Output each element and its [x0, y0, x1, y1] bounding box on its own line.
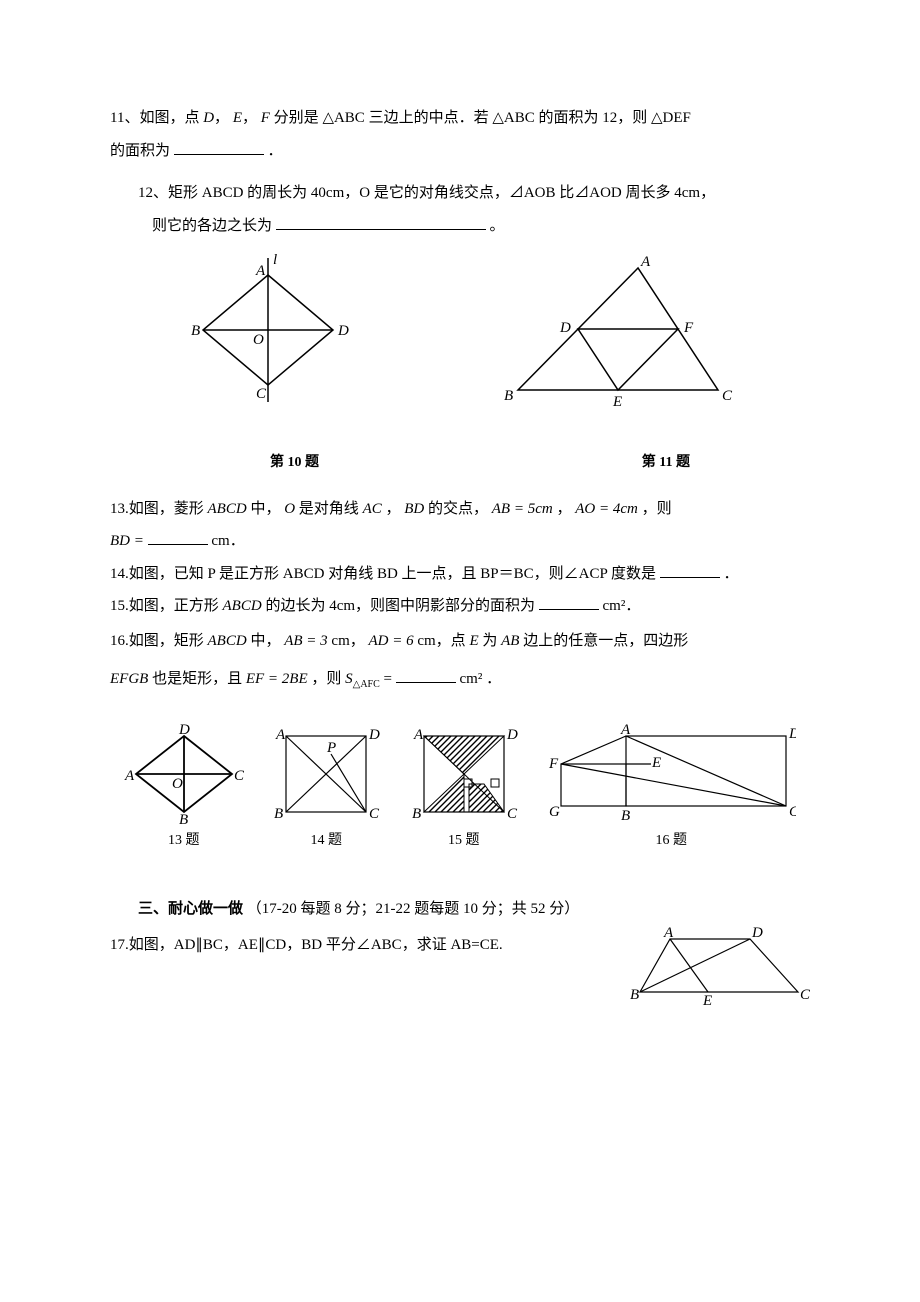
q12-line1: 12、矩形 ABCD 的周长为 40cm，O 是它的对角线交点，⊿AOB 比⊿A… — [110, 179, 810, 208]
q13-line2: BD = cm． — [110, 527, 810, 556]
svg-text:F: F — [683, 320, 694, 336]
svg-text:C: C — [722, 388, 733, 404]
section3: 三、耐心做一做 （17-20 每题 8 分；21-22 题每题 10 分；共 5… — [110, 895, 810, 924]
q14-blank — [660, 562, 720, 578]
fig15: A D B C 15 题 — [409, 724, 519, 855]
q14-line: 14.如图，已知 P 是正方形 ABCD 对角线 BD 上一点，且 BP＝BC，… — [110, 560, 810, 589]
svg-text:B: B — [630, 987, 639, 1003]
q11-D: D — [203, 110, 214, 126]
cap11: 第 11 题 — [642, 450, 690, 477]
fig11-container: A B C D F E — [498, 250, 738, 410]
svg-text:A: A — [275, 727, 286, 743]
svg-text:G: G — [549, 804, 560, 820]
section3-note: （17-20 每题 8 分；21-22 题每题 10 分；共 52 分） — [247, 901, 580, 917]
q16-line1: 16.如图，矩形 ABCD 中， AB = 3 cm， AD = 6 cm，点 … — [110, 627, 810, 656]
svg-text:D: D — [368, 727, 380, 743]
svg-text:B: B — [274, 806, 283, 822]
q11-F: F — [261, 110, 270, 126]
svg-text:B: B — [504, 388, 513, 404]
svg-text:B: B — [179, 812, 188, 824]
q11-tri-abc: △ABC — [322, 110, 364, 126]
svg-text:C: C — [369, 806, 380, 822]
svg-text:B: B — [621, 808, 630, 824]
fig17-svg: A D B E C — [630, 927, 810, 1007]
q15-blank — [539, 594, 599, 610]
svg-text:D: D — [559, 320, 571, 336]
svg-text:D: D — [178, 724, 190, 738]
q17-row: 17.如图，AD∥BC，AE∥CD，BD 平分∠ABC，求证 AB=CE. A … — [110, 927, 810, 1007]
svg-text:A: A — [124, 768, 135, 784]
svg-text:C: C — [507, 806, 518, 822]
svg-text:E: E — [612, 394, 622, 410]
svg-text:D: D — [506, 727, 518, 743]
svg-text:C: C — [800, 987, 810, 1003]
fig15-label: 15 题 — [448, 828, 480, 855]
q11-line2: 的面积为 ． — [110, 137, 810, 166]
fig16: A D F E G B C 16 题 — [546, 724, 796, 855]
q13-blank — [148, 529, 208, 545]
q11-blank — [174, 139, 264, 155]
svg-text:A: A — [663, 927, 674, 941]
fig13-svg: D A C B O — [124, 724, 244, 824]
svg-text:A: A — [640, 254, 651, 270]
fig14: A D B C P 14 题 — [271, 724, 381, 855]
svg-text:C: C — [256, 386, 267, 402]
svg-text:E: E — [702, 993, 712, 1007]
q12-line2: 则它的各边之长为 。 — [110, 212, 810, 241]
q11-prefix: 11、如图，点 — [110, 110, 199, 126]
fig11-svg: A B C D F E — [498, 250, 738, 410]
section3-title: 三、耐心做一做 — [138, 901, 243, 917]
svg-text:A: A — [620, 724, 631, 738]
q16-blank — [396, 667, 456, 683]
fig16-svg: A D F E G B C — [546, 724, 796, 824]
q11-line1: 11、如图，点 D， E， F 分别是 △ABC 三边上的中点．若 △ABC 的… — [110, 104, 810, 133]
fig14-label: 14 题 — [311, 828, 343, 855]
cap10: 第 10 题 — [270, 450, 319, 477]
fig15-svg: A D B C — [409, 724, 519, 824]
svg-text:O: O — [172, 776, 183, 792]
fig10-container: A B C D O l — [183, 250, 353, 410]
q13-line1: 13.如图，菱形 ABCD 中， O 是对角线 AC ， BD 的交点， AB … — [110, 495, 810, 524]
fig13-label: 13 题 — [168, 828, 200, 855]
fig13: D A C B O 13 题 — [124, 724, 244, 855]
svg-text:C: C — [789, 804, 796, 820]
svg-text:A: A — [255, 263, 266, 279]
svg-text:B: B — [191, 323, 200, 339]
svg-text:B: B — [412, 806, 421, 822]
q11-E: E — [233, 110, 242, 126]
q17-text: 17.如图，AD∥BC，AE∥CD，BD 平分∠ABC，求证 AB=CE. — [110, 931, 630, 960]
svg-text:D: D — [788, 726, 796, 742]
fig10-svg: A B C D O l — [183, 250, 353, 410]
svg-text:C: C — [234, 768, 244, 784]
svg-text:D: D — [751, 927, 763, 941]
figures-row-1: A B C D O l A B C D F E — [110, 250, 810, 410]
q15-line: 15.如图，正方形 ABCD 的边长为 4cm，则图中阴影部分的面积为 cm²． — [110, 592, 810, 621]
svg-text:A: A — [413, 727, 424, 743]
caption-row-1: 第 10 题 第 11 题 — [110, 450, 810, 477]
fig16-label: 16 题 — [656, 828, 688, 855]
figures-row-2: D A C B O 13 题 A D B C P 14 题 — [110, 724, 810, 855]
svg-text:O: O — [253, 332, 264, 348]
svg-text:E: E — [651, 755, 661, 771]
svg-text:P: P — [326, 740, 336, 756]
q11-tri-def: △DEF — [651, 110, 691, 126]
svg-text:F: F — [548, 756, 559, 772]
svg-text:l: l — [273, 252, 277, 268]
svg-text:D: D — [337, 323, 349, 339]
q16-line2: EFGB 也是矩形，且 EF = 2BE ，则 S△AFC = cm² ． — [110, 665, 810, 694]
q12-blank — [276, 214, 486, 230]
fig14-svg: A D B C P — [271, 724, 381, 824]
